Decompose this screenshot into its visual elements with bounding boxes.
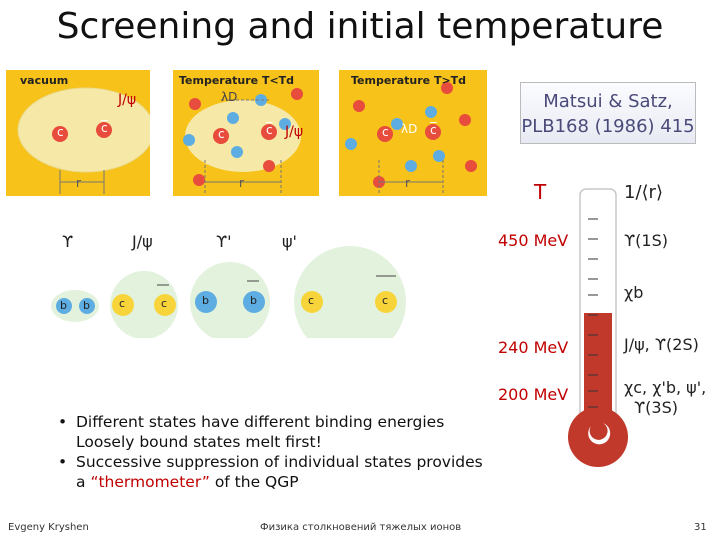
state-jpsi-upsilon-2s: J/ψ, ϒ(2S) bbox=[624, 335, 699, 354]
thermometer-quote: “thermometer” bbox=[90, 473, 210, 491]
thermometer-t-label: T bbox=[534, 180, 547, 204]
jpsi-quark-c: c bbox=[119, 297, 126, 310]
below-td-panel: Temperature T<Td λD J/ψ c c r bbox=[173, 70, 319, 196]
above-td-quark-c: c bbox=[382, 125, 389, 139]
bullet-list: Different states have different binding … bbox=[52, 412, 502, 492]
reference-line2: PLB168 (1986) 415 bbox=[521, 116, 695, 137]
upsilon-antiquark-b: b bbox=[83, 299, 90, 312]
bullet-item: Different states have different binding … bbox=[52, 412, 502, 452]
upsilon-prime-quark-b: b bbox=[202, 294, 209, 307]
bullet-2-line-1: Successive suppression of individual sta… bbox=[76, 453, 483, 471]
below-td-lambda: λD bbox=[221, 90, 238, 104]
state-upsilon-1s: ϒ(1S) bbox=[624, 231, 668, 250]
upsilon-quark-b: b bbox=[60, 299, 67, 312]
above-td-lambda: λD bbox=[401, 122, 418, 136]
bullet-2-line-2: a “thermometer” of the QGP bbox=[76, 472, 502, 492]
upsilon-prime-antiquark-b: b bbox=[250, 294, 257, 307]
header-upsilon: ϒ bbox=[62, 232, 74, 251]
psi-prime-quark-c: c bbox=[308, 294, 315, 307]
below-td-radius-label: r bbox=[239, 176, 244, 190]
above-td-antiquark-c: c bbox=[430, 123, 437, 137]
reference-line1: Matsui & Satz, bbox=[543, 91, 673, 112]
above-td-radius-label: r bbox=[405, 176, 410, 190]
slide-title: Screening and initial temperature bbox=[56, 6, 664, 47]
footer-page-number: 31 bbox=[694, 522, 707, 533]
vacuum-state-label: J/ψ bbox=[118, 92, 137, 108]
above-td-diagram bbox=[345, 82, 477, 194]
above-td-panel: Temperature T>Td λD c c r bbox=[339, 70, 487, 196]
vacuum-panel: vacuum J/ψ c c r bbox=[6, 70, 150, 196]
vacuum-diagram bbox=[17, 87, 150, 194]
state-chi-c-group: χc, χ'b, ψ', bbox=[624, 378, 707, 397]
below-td-antiquark-c: c bbox=[266, 123, 273, 137]
vacuum-antiquark-c: c bbox=[101, 121, 108, 135]
jpsi-antiquark-c: c bbox=[161, 297, 168, 310]
bullet-1-line-1: Different states have different binding … bbox=[76, 413, 445, 431]
below-td-quark-c: c bbox=[218, 127, 225, 141]
quarkonium-circles bbox=[51, 246, 406, 338]
thermometer-graphic bbox=[568, 188, 628, 467]
quarkonium-size-diagram: ϒ J/ψ ϒ' ψ' b b c c b b c c bbox=[40, 228, 440, 338]
bullet-2-pre: a bbox=[76, 473, 91, 491]
vacuum-radius-label: r bbox=[76, 176, 81, 190]
temp-240: 240 MeV bbox=[498, 338, 569, 357]
above-td-label: Temperature T>Td bbox=[351, 74, 467, 87]
temp-450: 450 MeV bbox=[498, 231, 569, 250]
vacuum-label: vacuum bbox=[20, 74, 69, 87]
bullet-item: Successive suppression of individual sta… bbox=[52, 452, 502, 492]
thermometer-r-label: 1/⟨r⟩ bbox=[624, 182, 663, 203]
bullet-2-post: of the QGP bbox=[209, 473, 299, 491]
reference-box: Matsui & Satz, PLB168 (1986) 415 bbox=[520, 82, 696, 144]
below-td-state-label: J/ψ bbox=[285, 124, 304, 140]
footer-author: Evgeny Kryshen bbox=[8, 522, 89, 533]
below-td-diagram bbox=[183, 88, 303, 194]
footer-course: Физика столкновений тяжелых ионов bbox=[260, 522, 462, 533]
bullet-1-line-2: Loosely bound states melt first! bbox=[76, 433, 322, 451]
temp-200: 200 MeV bbox=[498, 385, 569, 404]
state-chi-b: χb bbox=[624, 283, 644, 302]
header-upsilon-prime: ϒ' bbox=[216, 232, 232, 251]
header-psi-prime: ψ' bbox=[282, 232, 297, 251]
state-upsilon-3s: ϒ(3S) bbox=[634, 398, 678, 417]
vacuum-quark-c: c bbox=[57, 125, 64, 139]
psi-prime-antiquark-c: c bbox=[382, 294, 389, 307]
header-jpsi: J/ψ bbox=[132, 232, 153, 251]
below-td-label: Temperature T<Td bbox=[179, 74, 295, 87]
